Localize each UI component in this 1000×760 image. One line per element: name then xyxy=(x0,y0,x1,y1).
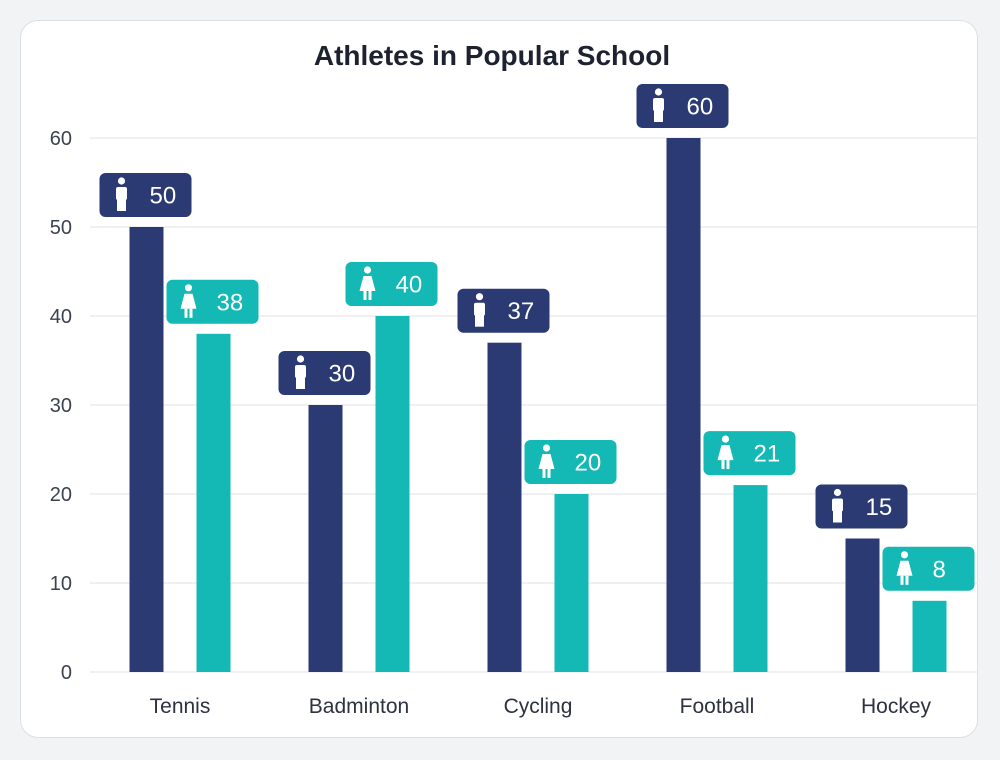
y-tick-label: 40 xyxy=(50,306,72,328)
data-label-value: 15 xyxy=(866,494,893,521)
male-person-icon xyxy=(653,88,664,122)
data-label-value: 60 xyxy=(687,94,714,121)
labels-layer: 0 10 20 30 40 50 60 Tennis 50 38 Badminton 30 40 Cycl… xyxy=(50,84,975,718)
female-bar xyxy=(733,485,768,672)
y-tick-label: 10 xyxy=(50,573,72,595)
female-person-icon xyxy=(538,444,555,478)
female-person-icon xyxy=(896,551,913,585)
data-label-badge xyxy=(457,288,550,333)
female-data-label: 38 xyxy=(166,279,259,324)
female-person-icon xyxy=(180,284,197,318)
male-person-icon xyxy=(474,293,485,327)
male-data-label: 60 xyxy=(636,84,729,128)
female-data-label: 40 xyxy=(345,262,438,306)
female-bar xyxy=(554,494,589,672)
data-label-badge xyxy=(882,546,975,591)
y-tick-label: 20 xyxy=(50,484,72,506)
data-label-value: 8 xyxy=(933,556,946,583)
data-label-badge xyxy=(703,431,796,476)
data-label-value: 50 xyxy=(150,183,177,210)
x-tick-label: Hockey xyxy=(861,695,932,718)
male-person-icon xyxy=(116,177,127,211)
chart-title: Athletes in Popular School xyxy=(313,40,671,71)
male-bar xyxy=(129,227,164,672)
x-tick-label: Tennis xyxy=(150,695,211,718)
female-data-label: 21 xyxy=(703,431,796,476)
female-bar xyxy=(912,600,947,672)
data-label-value: 21 xyxy=(754,441,781,468)
male-person-icon xyxy=(832,488,843,523)
bars-layer xyxy=(129,138,947,672)
data-label-badge xyxy=(166,279,259,324)
y-tick-label: 30 xyxy=(50,395,72,417)
female-data-label: 8 xyxy=(882,546,975,591)
female-bar xyxy=(375,316,410,672)
y-tick-label: 50 xyxy=(50,217,72,239)
female-bar xyxy=(196,333,231,672)
data-label-badge xyxy=(636,84,729,128)
male-bar xyxy=(845,538,880,672)
data-label-value: 37 xyxy=(508,298,535,325)
x-tick-label: Badminton xyxy=(309,695,409,718)
data-label-badge xyxy=(278,351,371,395)
female-data-label: 20 xyxy=(524,440,617,484)
female-person-icon xyxy=(717,435,734,470)
male-data-label: 50 xyxy=(99,173,192,217)
male-bar xyxy=(308,405,343,672)
data-label-badge xyxy=(524,440,617,484)
x-tick-label: Cycling xyxy=(504,695,573,718)
data-label-badge xyxy=(99,173,192,217)
data-label-value: 38 xyxy=(217,289,244,316)
y-tick-label: 60 xyxy=(50,128,72,150)
male-data-label: 37 xyxy=(457,288,550,333)
female-person-icon xyxy=(359,266,376,300)
data-label-badge xyxy=(345,262,438,306)
male-bar xyxy=(666,138,701,672)
data-label-value: 20 xyxy=(575,450,602,477)
data-label-value: 40 xyxy=(396,272,423,299)
y-tick-label: 0 xyxy=(61,662,72,684)
male-bar xyxy=(487,342,522,672)
data-label-badge xyxy=(815,484,908,529)
male-data-label: 30 xyxy=(278,351,371,395)
male-person-icon xyxy=(295,355,306,389)
male-data-label: 15 xyxy=(815,484,908,529)
data-label-value: 30 xyxy=(329,361,356,388)
x-tick-label: Football xyxy=(680,695,755,718)
